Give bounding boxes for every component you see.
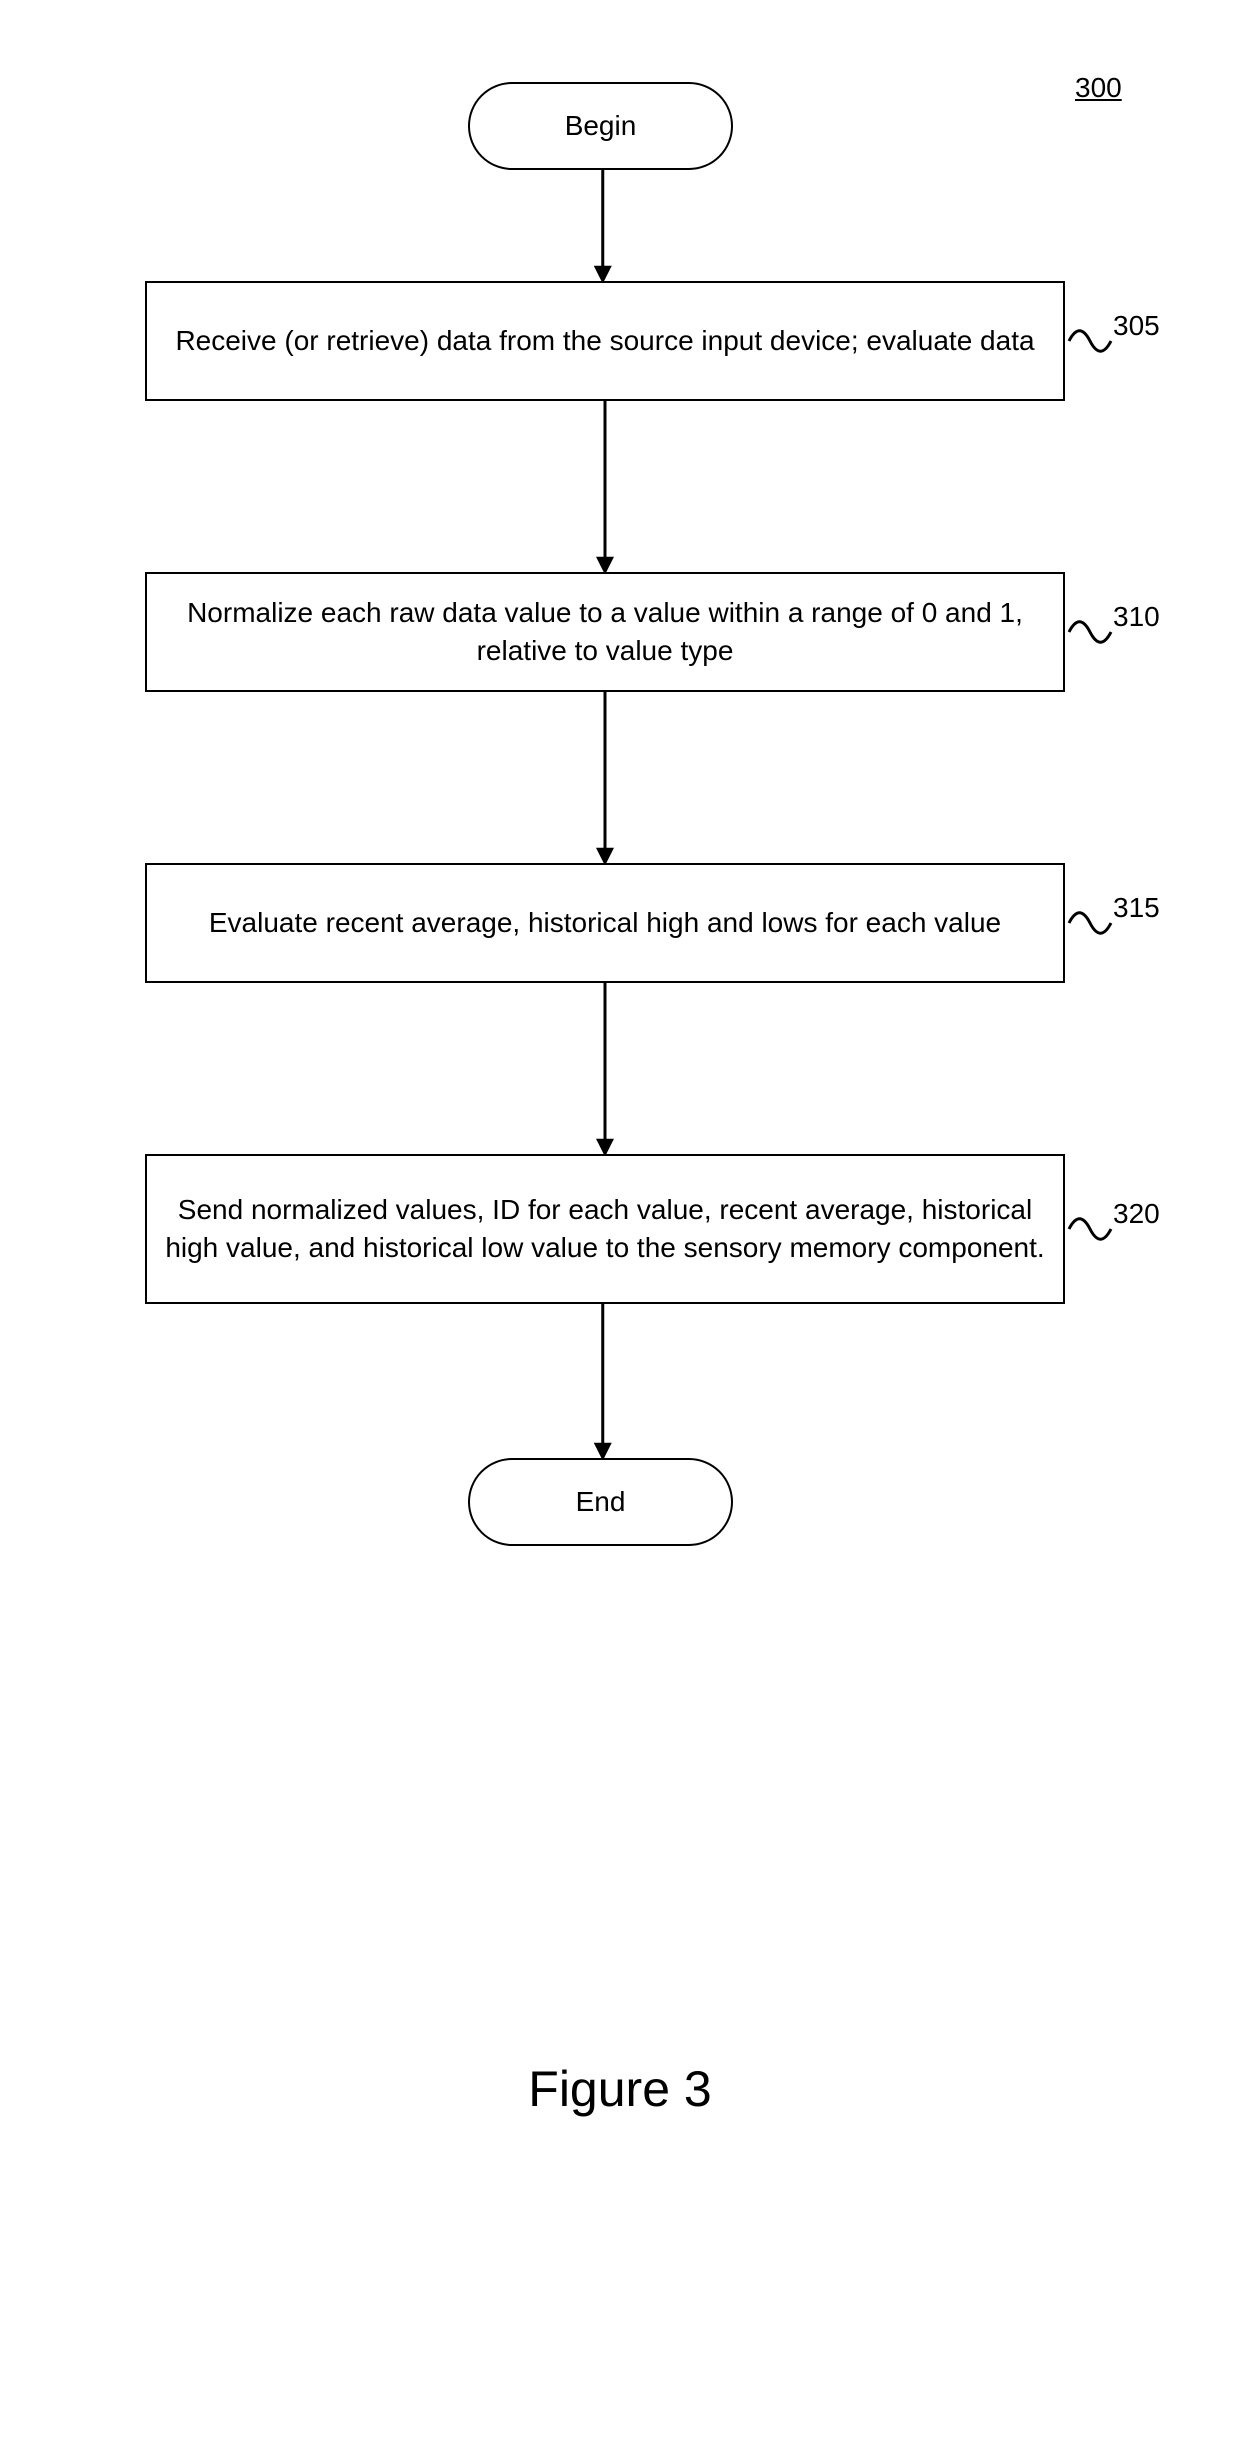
ref-label-305: 305 [1113, 310, 1160, 342]
flowchart-process-step1: Receive (or retrieve) data from the sour… [145, 281, 1065, 401]
ref-label-315: 315 [1113, 892, 1160, 924]
figure-number: 300 [1075, 72, 1122, 104]
flowchart-terminator-end: End [468, 1458, 733, 1546]
flowchart-process-step2: Normalize each raw data value to a value… [145, 572, 1065, 692]
ref-squiggle-310 [1069, 622, 1111, 642]
ref-label-310: 310 [1113, 601, 1160, 633]
ref-squiggle-315 [1069, 913, 1111, 933]
flowchart-process-step3: Evaluate recent average, historical high… [145, 863, 1065, 983]
ref-label-320: 320 [1113, 1198, 1160, 1230]
figure-caption: Figure 3 [0, 2060, 1240, 2118]
flowchart-terminator-begin: Begin [468, 82, 733, 170]
ref-squiggle-305 [1069, 331, 1111, 351]
ref-squiggle-320 [1069, 1219, 1111, 1239]
flowchart-process-step4: Send normalized values, ID for each valu… [145, 1154, 1065, 1304]
